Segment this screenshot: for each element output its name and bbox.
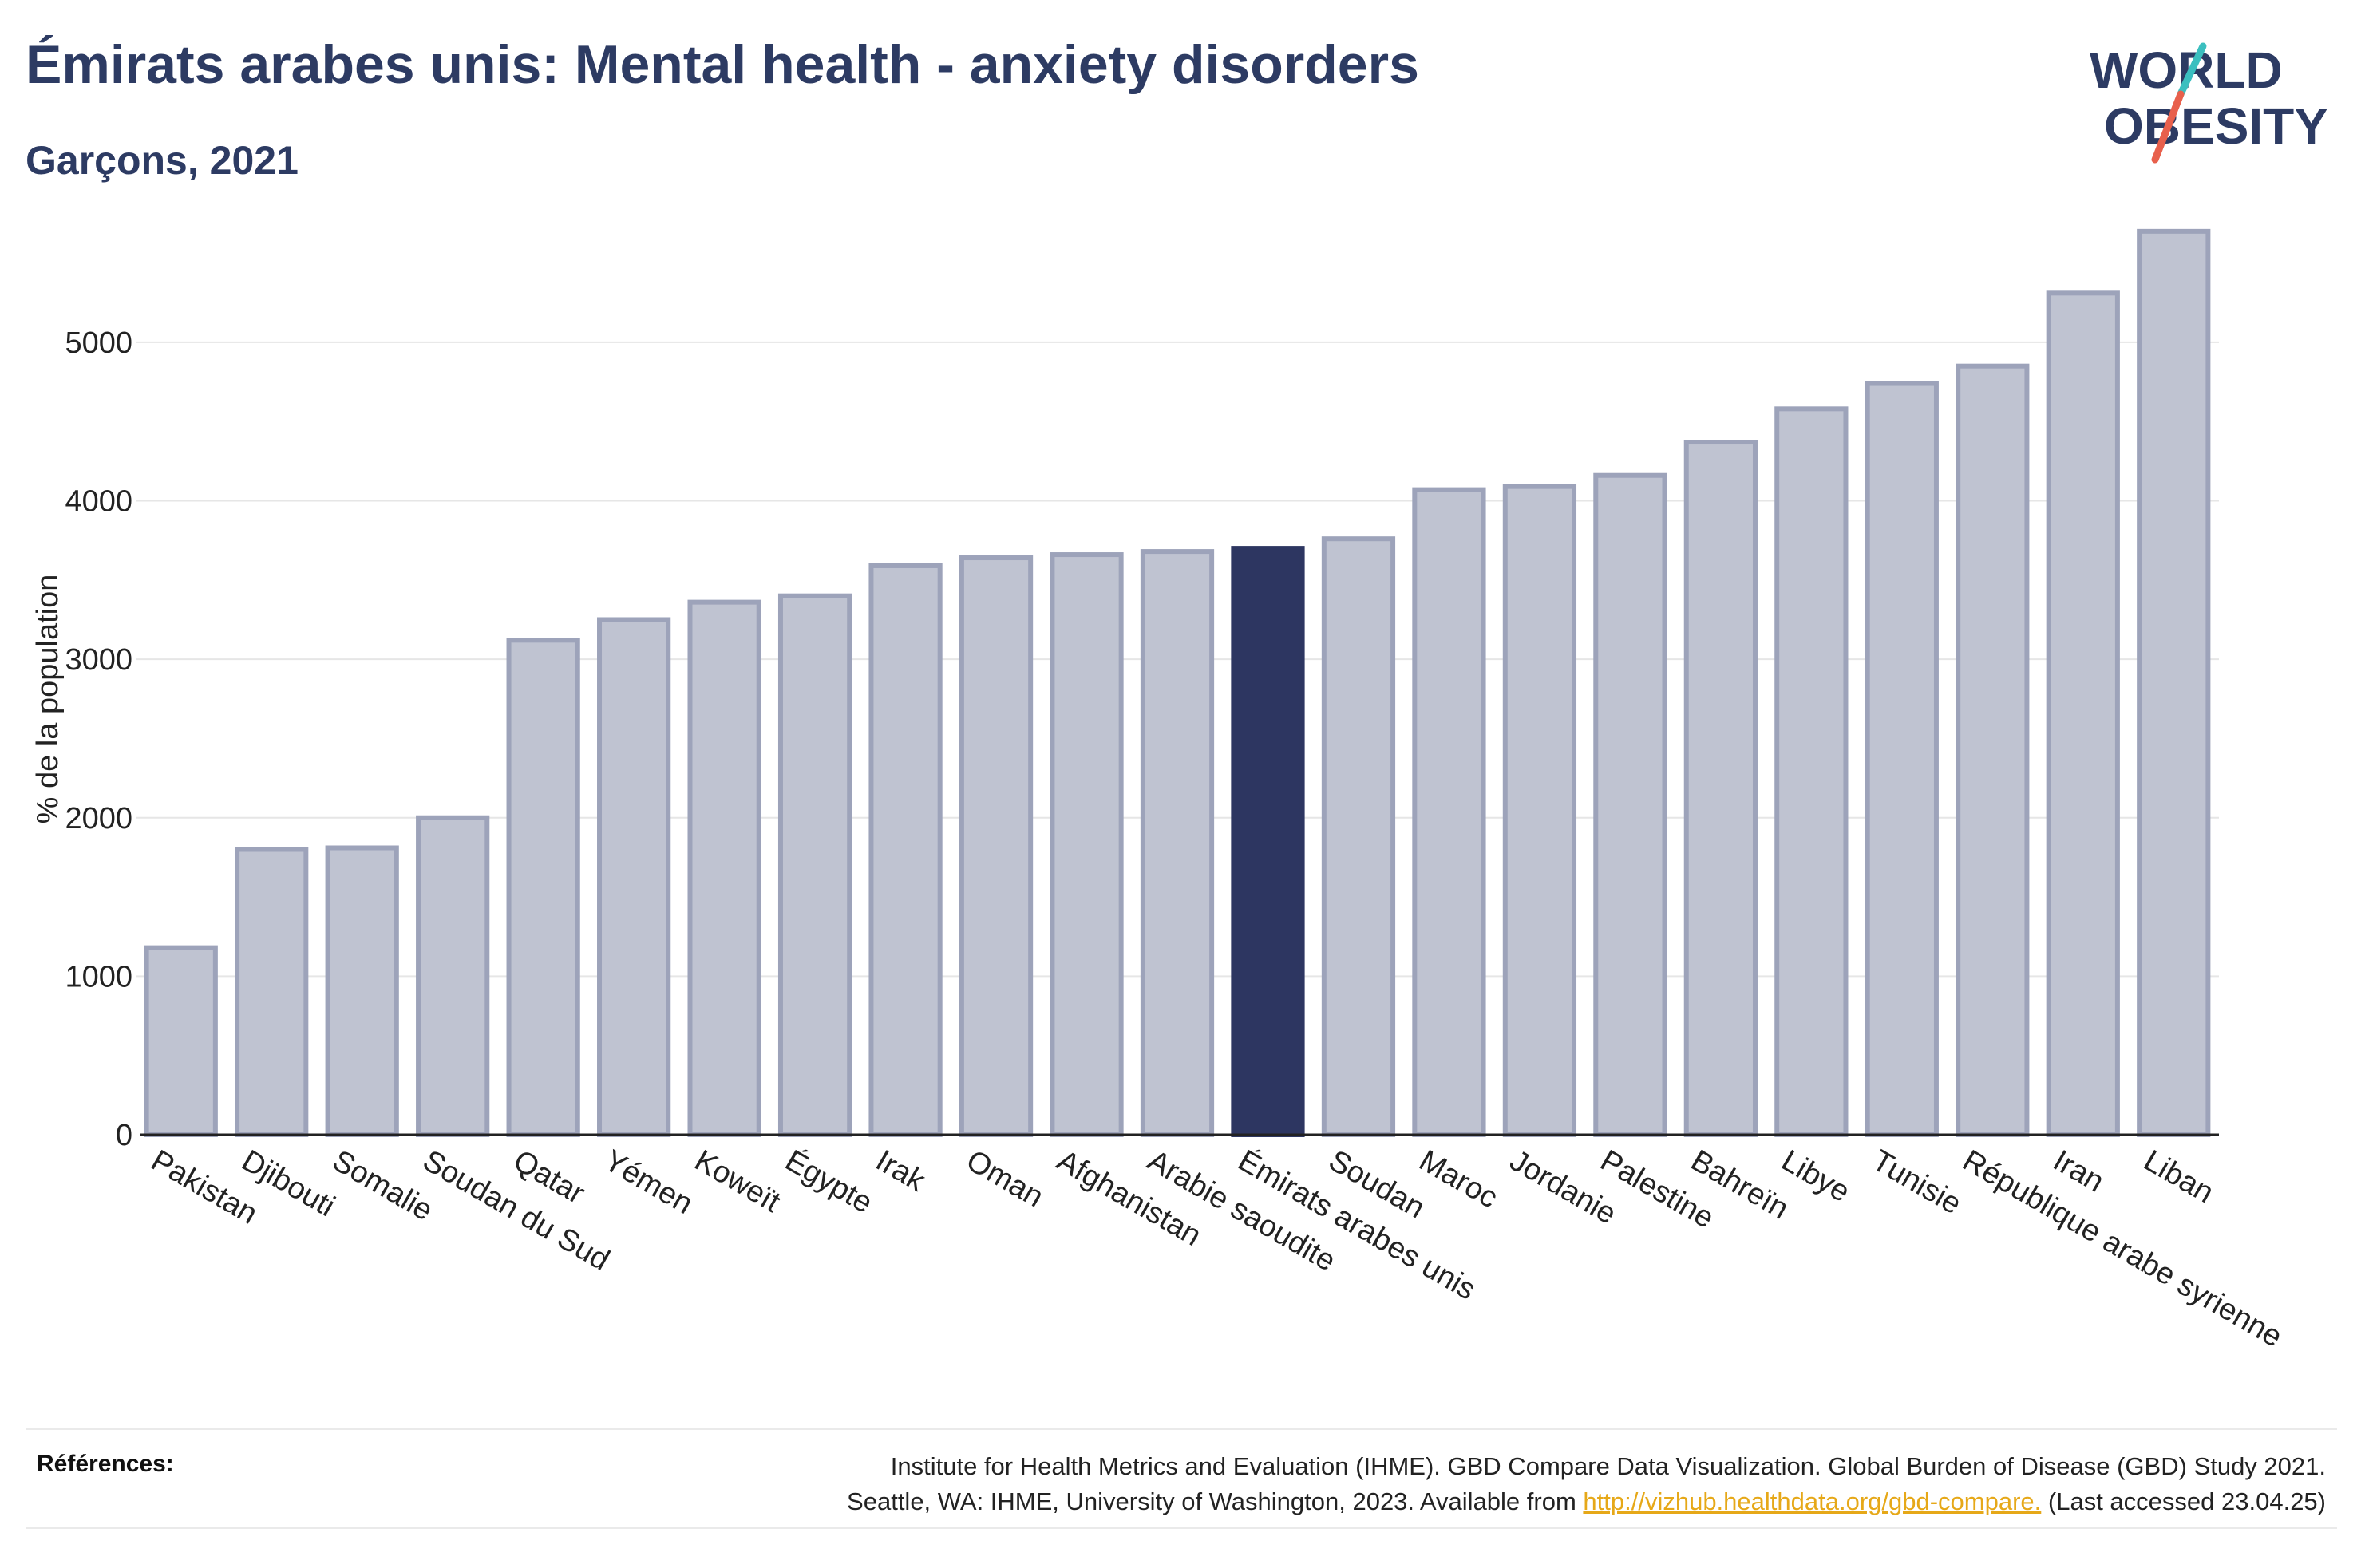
bar: [597, 617, 671, 1137]
y-tick-label: 2000: [65, 802, 132, 835]
x-tick-label: Irak: [870, 1143, 931, 1199]
bar: [1956, 363, 2030, 1138]
y-axis-label: % de la population: [31, 575, 65, 824]
y-tick-label: 1000: [65, 960, 132, 993]
x-tick-label: Iran: [2047, 1143, 2110, 1199]
x-tick-label: République arabe syrienne: [1957, 1143, 2288, 1353]
logo-slash-teal: [2177, 42, 2207, 98]
bar: [1412, 487, 1486, 1137]
bar: [1683, 440, 1758, 1137]
bar: [2046, 290, 2120, 1138]
world-obesity-logo: WORLD OBESITY: [2090, 41, 2328, 164]
bar: [1321, 536, 1396, 1137]
x-tick-label: Yémen: [599, 1143, 698, 1221]
x-tick-label: Oman: [961, 1143, 1050, 1214]
references-line-2: Seattle, WA: IHME, University of Washing…: [847, 1484, 2326, 1519]
bar-highlight: [1231, 546, 1305, 1137]
bar: [1774, 406, 1849, 1137]
x-tick-label: Égypte: [780, 1143, 879, 1220]
logo-line-2: OBESITY: [2104, 97, 2328, 155]
references-line-2-prefix: Seattle, WA: IHME, University of Washing…: [847, 1487, 1584, 1515]
y-tick-label: 5000: [65, 326, 132, 360]
x-tick-label: Liban: [2138, 1143, 2220, 1210]
y-tick-label: 3000: [65, 643, 132, 677]
bar: [144, 945, 218, 1137]
bar: [868, 563, 943, 1137]
y-tick-label: 4000: [65, 485, 132, 519]
x-tick-label: Koweït: [689, 1143, 786, 1219]
bar: [2137, 228, 2211, 1137]
x-tick-label: Somalie: [326, 1143, 438, 1227]
bar-chart: 010002000300040005000PakistanDjiboutiSom…: [31, 228, 2288, 1354]
y-tick-label: 0: [116, 1119, 132, 1152]
bar: [1140, 549, 1215, 1137]
bar: [1050, 552, 1124, 1137]
bar: [1865, 381, 1939, 1138]
bar: [959, 555, 1034, 1137]
references-link[interactable]: http://vizhub.healthdata.org/gbd-compare…: [1583, 1487, 2042, 1515]
references-label: Références:: [37, 1451, 174, 1477]
x-tick-label: Maroc: [1414, 1143, 1503, 1215]
chart-subtitle: Garçons, 2021: [26, 138, 299, 183]
bar: [235, 847, 309, 1138]
bar: [506, 638, 580, 1137]
references-divider-bottom: [26, 1527, 2337, 1529]
bars: [144, 228, 2211, 1138]
bar: [1502, 484, 1577, 1137]
references-divider-top: [26, 1428, 2337, 1430]
chart-title: Émirats arabes unis: Mental health - anx…: [26, 34, 1419, 95]
bar: [325, 845, 399, 1138]
bar: [1593, 472, 1667, 1137]
logo-slash-red: [2151, 90, 2185, 164]
references-text: Institute for Health Metrics and Evaluat…: [847, 1449, 2326, 1519]
bar: [687, 599, 761, 1137]
references-line-1: Institute for Health Metrics and Evaluat…: [890, 1452, 2326, 1480]
bar: [777, 593, 852, 1137]
bar: [416, 815, 490, 1138]
references-line-2-suffix: (Last accessed 23.04.25): [2041, 1487, 2326, 1515]
x-tick-label: Tunisie: [1866, 1143, 1967, 1221]
